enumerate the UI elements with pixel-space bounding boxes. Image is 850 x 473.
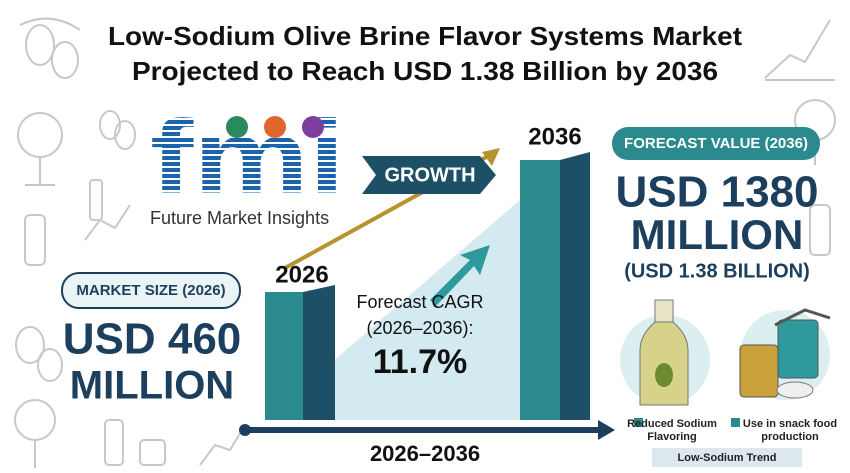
decorations xyxy=(14,17,836,468)
growth-label: GROWTH xyxy=(384,164,475,186)
market-size-label: MARKET SIZE (2026) xyxy=(76,282,225,299)
legend-entry: Use in snack food production xyxy=(742,418,838,443)
bar-front xyxy=(265,292,303,420)
pill xyxy=(61,272,241,309)
forecast-value: USD 1380 xyxy=(615,168,818,217)
legend-label: Use in snack food production xyxy=(742,418,838,443)
logo-name: Future Market Insights xyxy=(150,208,329,228)
timeline-dot xyxy=(239,424,251,436)
legend-label: Reduced Sodium Flavoring xyxy=(627,418,717,443)
cagr-label: Forecast CAGR xyxy=(356,292,483,312)
forecast-label: FORECAST VALUE (2036) xyxy=(624,135,808,152)
cagr-label: (2026–2036): xyxy=(366,318,473,338)
title: Projected to Reach USD 1.38 Billion by 2… xyxy=(132,56,718,86)
growth-arrowhead xyxy=(482,148,500,166)
pill xyxy=(612,127,820,160)
forecast-value: MILLION xyxy=(631,211,804,258)
period: 2026–2036 xyxy=(370,441,480,466)
year-label: 2026 xyxy=(275,261,328,288)
logo-dot xyxy=(264,116,286,138)
timeline-head xyxy=(598,420,615,440)
logo-dot xyxy=(302,116,324,138)
legend-swatch xyxy=(634,418,643,427)
cagr-value: 11.7% xyxy=(373,343,468,381)
legend-entry: Reduced Sodium Flavoring xyxy=(627,418,717,443)
bar-front xyxy=(520,160,560,420)
market-size-value: USD 460 xyxy=(63,315,242,364)
forecast-sub: (USD 1.38 BILLION) xyxy=(624,260,810,282)
year-label: 2036 xyxy=(528,123,581,150)
logo-dot xyxy=(226,116,248,138)
bar-side xyxy=(560,152,590,420)
legend-label: Low-Sodium Trend xyxy=(678,452,777,464)
legend-box xyxy=(652,448,802,467)
market-size-value: MILLION xyxy=(70,364,234,408)
illustration xyxy=(620,299,831,406)
growth-banner xyxy=(362,156,496,194)
legend-swatch xyxy=(731,418,740,427)
bar-side xyxy=(303,285,335,420)
title: Low-Sodium Olive Brine Flavor Systems Ma… xyxy=(108,21,742,51)
inner-arrow xyxy=(430,245,490,306)
